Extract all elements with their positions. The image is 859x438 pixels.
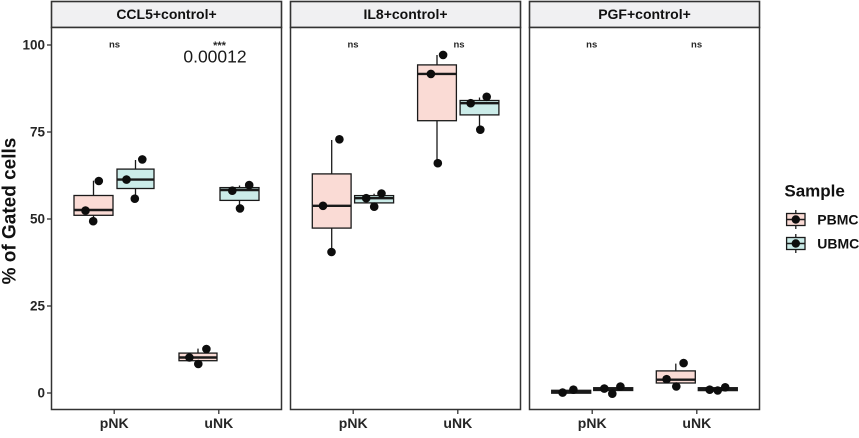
svg-text:uNK: uNK <box>204 415 233 431</box>
svg-text:25: 25 <box>30 299 46 314</box>
svg-text:100: 100 <box>22 38 45 53</box>
svg-text:uNK: uNK <box>443 415 472 431</box>
svg-text:***: *** <box>213 40 227 52</box>
svg-text:ns: ns <box>347 40 358 51</box>
svg-text:IL8+control+: IL8+control+ <box>363 6 447 22</box>
svg-text:ns: ns <box>109 40 120 51</box>
svg-text:pNK: pNK <box>339 415 368 431</box>
svg-text:CCL5+control+: CCL5+control+ <box>116 6 216 22</box>
svg-text:% of Gated cells: % of Gated cells <box>0 138 21 285</box>
svg-text:ns: ns <box>453 40 464 51</box>
svg-text:pNK: pNK <box>100 415 129 431</box>
svg-text:50: 50 <box>30 212 45 227</box>
svg-text:PGF+control+: PGF+control+ <box>598 6 691 22</box>
svg-text:Sample: Sample <box>784 182 844 201</box>
svg-text:75: 75 <box>30 125 46 140</box>
svg-text:0: 0 <box>37 386 45 401</box>
svg-text:pNK: pNK <box>578 415 607 431</box>
svg-text:UBMC: UBMC <box>817 236 859 252</box>
svg-text:PBMC: PBMC <box>817 212 858 228</box>
svg-text:0.00012: 0.00012 <box>183 47 246 67</box>
svg-text:ns: ns <box>691 40 702 51</box>
svg-text:uNK: uNK <box>682 415 711 431</box>
svg-text:ns: ns <box>586 40 597 51</box>
